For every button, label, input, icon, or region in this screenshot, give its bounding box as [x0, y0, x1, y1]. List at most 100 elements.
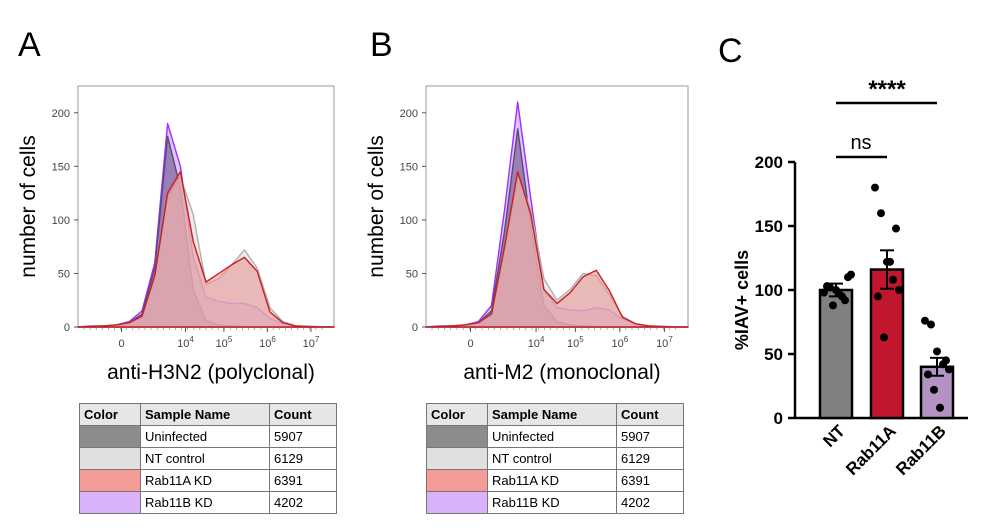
data-point	[921, 316, 929, 325]
tick-exponent: 5	[579, 335, 584, 344]
y-tick-label: 200	[755, 153, 783, 172]
y-tick-label: 100	[400, 215, 418, 227]
series-rab11a-kd	[425, 171, 689, 328]
tick-exponent: 4	[540, 335, 545, 344]
y-tick-label: 150	[755, 217, 783, 236]
y-tick-label: 150	[400, 161, 418, 173]
data-point	[871, 183, 879, 192]
data-point	[886, 257, 894, 266]
data-point	[945, 365, 953, 374]
data-point	[924, 370, 932, 379]
data-point	[927, 320, 935, 329]
histogram-panel-a: 0 50 100 150 200 0 104 105 106 107 anti-H3N2 (poly…	[17, 85, 335, 384]
sample-name: NT control	[487, 447, 617, 470]
data-point	[933, 347, 941, 356]
sample-count: 6391	[269, 469, 337, 492]
y-tick-label: 100	[755, 281, 783, 300]
x-tick-label: 106	[612, 335, 629, 350]
table-row: Uninfected 5907	[426, 425, 684, 448]
significance-label-ns: ns	[850, 132, 871, 154]
sample-name: NT control	[140, 447, 270, 470]
x-axis-label: anti-M2 (monoclonal)	[463, 361, 660, 384]
y-tick-label: 150	[52, 161, 70, 173]
x-tick-label: 104	[528, 335, 545, 350]
y-tick-label: 0	[774, 409, 783, 428]
tick-exponent: 4	[189, 335, 194, 344]
sample-count: 5907	[269, 425, 337, 448]
table-header-row: Color Sample Name Count	[79, 403, 337, 426]
sample-name: Rab11B KD	[140, 491, 270, 514]
data-point	[874, 292, 882, 301]
sample-name: Rab11A KD	[140, 469, 270, 492]
y-axis-label: %IAV+ cells	[732, 250, 752, 350]
y-tick-label: 50	[406, 268, 418, 280]
x-tick-label: 106	[259, 335, 276, 350]
category-label-rab11b: Rab11B	[892, 421, 950, 479]
x-tick-label: 105	[216, 335, 233, 350]
plot-frame	[425, 85, 689, 328]
sample-count: 6129	[616, 447, 684, 470]
color-swatch	[426, 491, 488, 514]
data-point	[847, 270, 855, 279]
sample-name: Rab11B KD	[487, 491, 617, 514]
header-color: Color	[79, 403, 141, 426]
sample-table-b: Color Sample Name Count Uninfected 5907 …	[426, 403, 684, 514]
data-point	[835, 289, 843, 298]
color-swatch	[426, 469, 488, 492]
y-tick-label: 200	[52, 108, 70, 120]
data-point	[880, 333, 888, 342]
data-point	[877, 209, 885, 218]
data-point	[889, 275, 897, 284]
table-row: Uninfected 5907	[79, 425, 337, 448]
color-swatch	[79, 469, 141, 492]
header-count: Count	[269, 403, 337, 426]
sample-count: 5907	[616, 425, 684, 448]
table-row: NT control 6129	[79, 447, 337, 470]
sample-count: 6391	[616, 469, 684, 492]
y-tick-label: 200	[400, 108, 418, 120]
color-swatch	[79, 491, 141, 514]
x-tick-label: 0	[118, 338, 124, 350]
data-point	[942, 356, 950, 365]
tick-exponent: 6	[624, 335, 629, 344]
y-tick-label: 0	[412, 322, 418, 334]
tick-exponent: 6	[271, 335, 276, 344]
x-tick-label: 0	[467, 338, 473, 350]
y-tick-label: 50	[764, 345, 783, 364]
bar-nt	[818, 288, 854, 420]
tick-exponent: 7	[315, 335, 320, 344]
sample-count: 4202	[269, 491, 337, 514]
table-row: Rab11B KD 4202	[426, 491, 684, 514]
table-row: Rab11A KD 6391	[79, 469, 337, 492]
data-point	[841, 296, 849, 305]
sample-name: Uninfected	[140, 425, 270, 448]
x-tick-label: 105	[567, 335, 584, 350]
data-point	[820, 288, 828, 297]
category-label-rab11a: Rab11A	[842, 421, 900, 479]
series-uninfected	[425, 128, 689, 328]
tick-exponent: 5	[228, 335, 233, 344]
sample-count: 4202	[616, 491, 684, 514]
y-tick-label: 0	[64, 322, 70, 334]
panel-c-label: C	[718, 32, 743, 70]
y-axis-label: number of cells	[17, 135, 40, 277]
header-count: Count	[616, 403, 684, 426]
histogram-panel-b: 0 50 100 150 200 0 104 105 106 107 anti-M2 (monocl…	[365, 85, 689, 384]
data-point	[829, 301, 837, 310]
tick-exponent: 7	[668, 335, 673, 344]
x-tick-label: 104	[177, 335, 194, 350]
color-swatch	[426, 447, 488, 470]
header-color: Color	[426, 403, 488, 426]
x-axis-label: anti-H3N2 (polyclonal)	[107, 361, 315, 384]
color-swatch	[79, 425, 141, 448]
data-point	[892, 224, 900, 233]
data-point	[823, 282, 831, 291]
table-row: Rab11A KD 6391	[426, 469, 684, 492]
significance-label-stars: ****	[868, 76, 906, 103]
y-axis-label: number of cells	[365, 135, 388, 277]
header-sample-name: Sample Name	[487, 403, 617, 426]
sample-name: Uninfected	[487, 425, 617, 448]
y-tick-label: 100	[52, 215, 70, 227]
